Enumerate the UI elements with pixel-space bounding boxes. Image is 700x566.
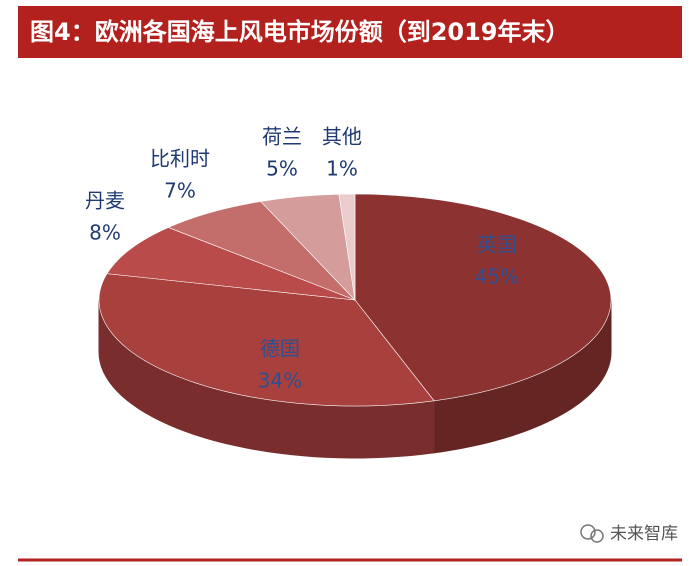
- pie-slice: [106, 227, 356, 301]
- pie: [98, 193, 612, 459]
- slice-label: 丹麦: [85, 189, 125, 213]
- slice-value-label: 1%: [326, 157, 358, 181]
- slice-value-label: 7%: [164, 179, 196, 203]
- slice-value-label: 34%: [258, 369, 302, 393]
- slice-label: 英国: [477, 233, 517, 257]
- title-bar: [18, 6, 682, 58]
- pie-slice: [338, 193, 356, 301]
- slice-label: 其他: [322, 125, 362, 149]
- watermark: 未来智库: [610, 524, 678, 544]
- slice-value-label: 5%: [266, 157, 298, 181]
- chart-title: 图4：欧洲各国海上风电市场份额（到2019年末）: [30, 18, 570, 46]
- slice-label: 德国: [260, 337, 300, 361]
- slice-label: 荷兰: [262, 125, 302, 149]
- slice-value-label: 8%: [89, 221, 121, 245]
- watermark-icon: [580, 524, 604, 543]
- pie-slice: [354, 193, 612, 402]
- slice-label: 比利时: [150, 147, 210, 171]
- pie-slice: [167, 201, 356, 301]
- slice-value-label: 45%: [475, 265, 519, 289]
- pie-slice: [98, 273, 435, 407]
